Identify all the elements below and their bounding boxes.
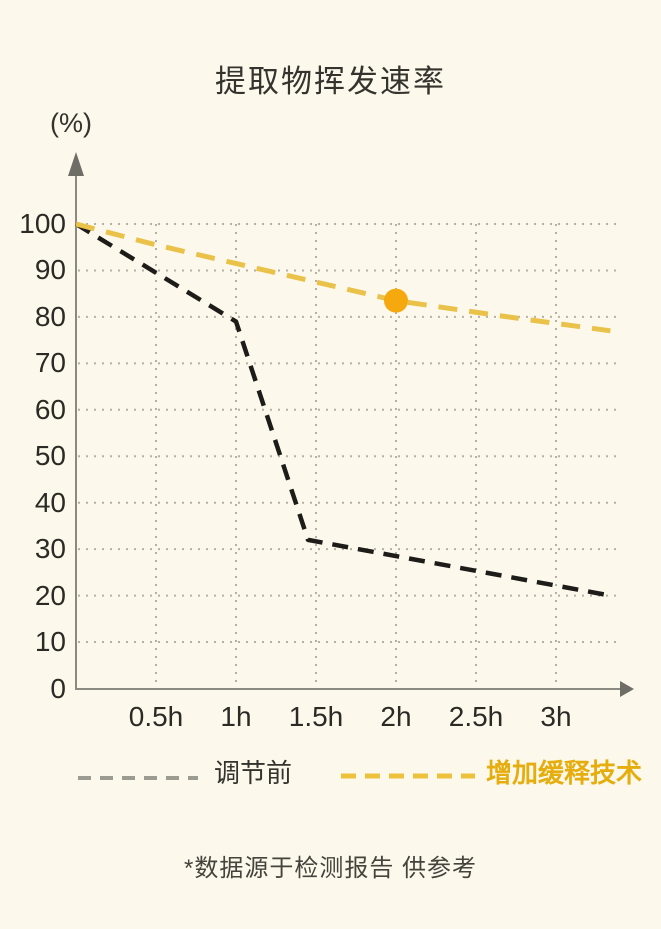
x-tick-label-2h: 2h: [380, 701, 412, 732]
legend-label-before-adjustment: 调节前: [214, 758, 293, 788]
series-line-before-adjustment: [74, 222, 611, 598]
y-tick-label-40: 40: [34, 486, 66, 518]
highlight-point-marker: [384, 288, 408, 313]
legend-dash-before-adjustment: [76, 769, 200, 787]
x-tick-label-3h: 3h: [540, 701, 572, 732]
y-tick-label-70: 70: [34, 347, 66, 379]
y-tick-label-100: 100: [19, 208, 66, 239]
series-line-slow-release-tech: [75, 221, 611, 334]
gray-dashed-line-swatch: [78, 776, 198, 780]
y-tick-label-20: 20: [34, 579, 66, 611]
data-source-footnote: *数据源于检测报告 供参考: [183, 855, 477, 882]
x-tick-label-2.5h: 2.5h: [448, 701, 504, 732]
y-tick-label-90: 90: [34, 254, 66, 286]
x-axis-arrow-icon: [620, 681, 634, 697]
y-tick-label-30: 30: [34, 533, 66, 565]
x-tick-label-0.5h: 0.5h: [128, 701, 184, 732]
y-tick-label-50: 50: [34, 440, 66, 472]
chart-title: 提取物挥发速率: [215, 64, 446, 99]
y-tick-label-10: 10: [34, 626, 66, 658]
y-tick-label-60: 60: [34, 393, 66, 425]
y-axis-arrow-icon: [68, 152, 84, 176]
x-tick-label-1h: 1h: [220, 701, 252, 732]
x-tick-label-1.5h: 1.5h: [288, 701, 344, 732]
legend-label-slow-release-tech: 增加缓释技术: [486, 758, 643, 788]
y-tick-label-0: 0: [50, 672, 66, 704]
y-tick-label-80: 80: [34, 300, 66, 332]
y-axis-unit-label: (%): [50, 108, 92, 138]
legend-dash-slow-release: [339, 768, 477, 786]
gold-dashed-line-swatch: [341, 773, 475, 779]
